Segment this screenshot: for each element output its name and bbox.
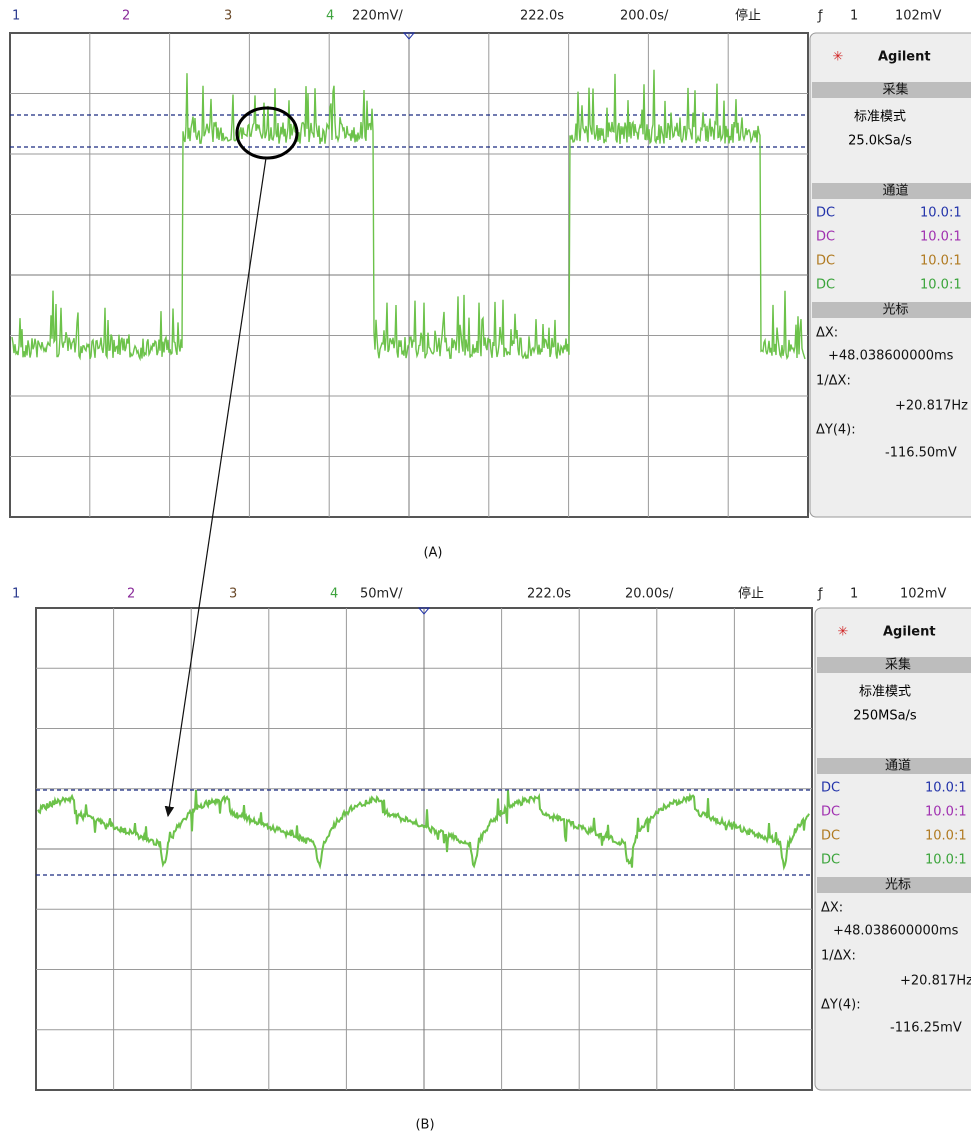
probe-ratio: 10.0:1 [925,781,967,796]
header-trigger-symbol: ƒ [817,9,823,24]
section-title: 采集 [882,82,908,98]
header-status: 停止 [738,586,764,602]
probe-ratio: 10.0:1 [925,829,967,844]
probe-ratio: 10.0:1 [925,805,967,820]
coupling: DC [821,829,840,844]
cursor-dy: -116.25mV [890,1021,962,1036]
header-timebase: 20.00s/ [625,587,674,602]
header-scale: 220mV/ [352,9,403,24]
cursor-dy-label: ΔY(4): [816,423,856,438]
cursor-inv-label: 1/ΔX: [816,374,851,389]
panel-label: (A) [423,546,442,561]
coupling: DC [816,230,835,245]
agilent-logo: ✳ [833,50,844,65]
header-timebase: 200.0s/ [620,9,669,24]
coupling: DC [821,853,840,868]
channel-number: 4 [330,587,338,602]
probe-ratio: 10.0:1 [920,254,962,269]
cursor-inv: +20.817Hz [900,974,971,989]
cursor-dx: +48.038600000ms [833,924,959,939]
header-scale: 50mV/ [360,587,403,602]
cursor-dx-label: ΔX: [821,901,843,916]
header-trigger-channel: 1 [850,587,858,602]
cursor-inv: +20.817Hz [895,399,968,414]
channel-number: 3 [224,9,232,24]
channel-number: 2 [127,587,135,602]
probe-ratio: 10.0:1 [925,853,967,868]
coupling: DC [816,278,835,293]
channel-number: 1 [12,587,20,602]
side-panel [815,608,971,1090]
section-title: 采集 [885,657,911,673]
channel-number: 2 [122,9,130,24]
cursor-dx: +48.038600000ms [828,349,954,364]
acquire-mode: 标准模式 [859,685,911,700]
section-title: 通道 [885,759,911,774]
header-delay: 222.0s [527,587,571,602]
probe-ratio: 10.0:1 [920,206,962,221]
cursor-inv-label: 1/ΔX: [821,949,856,964]
cursor-dx-label: ΔX: [816,326,838,341]
sample-rate: 250MSa/s [853,709,917,724]
channel-number: 4 [326,9,334,24]
channel-number: 1 [12,9,20,24]
section-title: 通道 [882,184,908,199]
brand: Agilent [878,50,931,65]
coupling: DC [821,805,840,820]
section-title: 光标 [882,303,908,318]
sample-rate: 25.0kSa/s [848,134,912,149]
header-trigger-level: 102mV [900,587,946,602]
cursor-dy: -116.50mV [885,446,957,461]
cursor-dy-label: ΔY(4): [821,998,861,1013]
brand: Agilent [883,625,936,640]
panel-label: (B) [415,1118,434,1133]
probe-ratio: 10.0:1 [920,230,962,245]
coupling: DC [816,254,835,269]
header-delay: 222.0s [520,9,564,24]
header-status: 停止 [735,8,761,24]
channel-number: 3 [229,587,237,602]
coupling: DC [821,781,840,796]
acquire-mode: 标准模式 [854,110,906,125]
header-trigger-channel: 1 [850,9,858,24]
coupling: DC [816,206,835,221]
side-panel [810,33,971,517]
section-title: 光标 [885,878,911,893]
header-trigger-symbol: ƒ [817,587,823,602]
header-trigger-level: 102mV [895,9,941,24]
agilent-logo: ✳ [838,625,849,640]
probe-ratio: 10.0:1 [920,278,962,293]
figure: 1 2 3 4 220mV/222.0s 200.0s/停止 ƒ 1 102mV ✳ Agilent… [0,0,971,1146]
